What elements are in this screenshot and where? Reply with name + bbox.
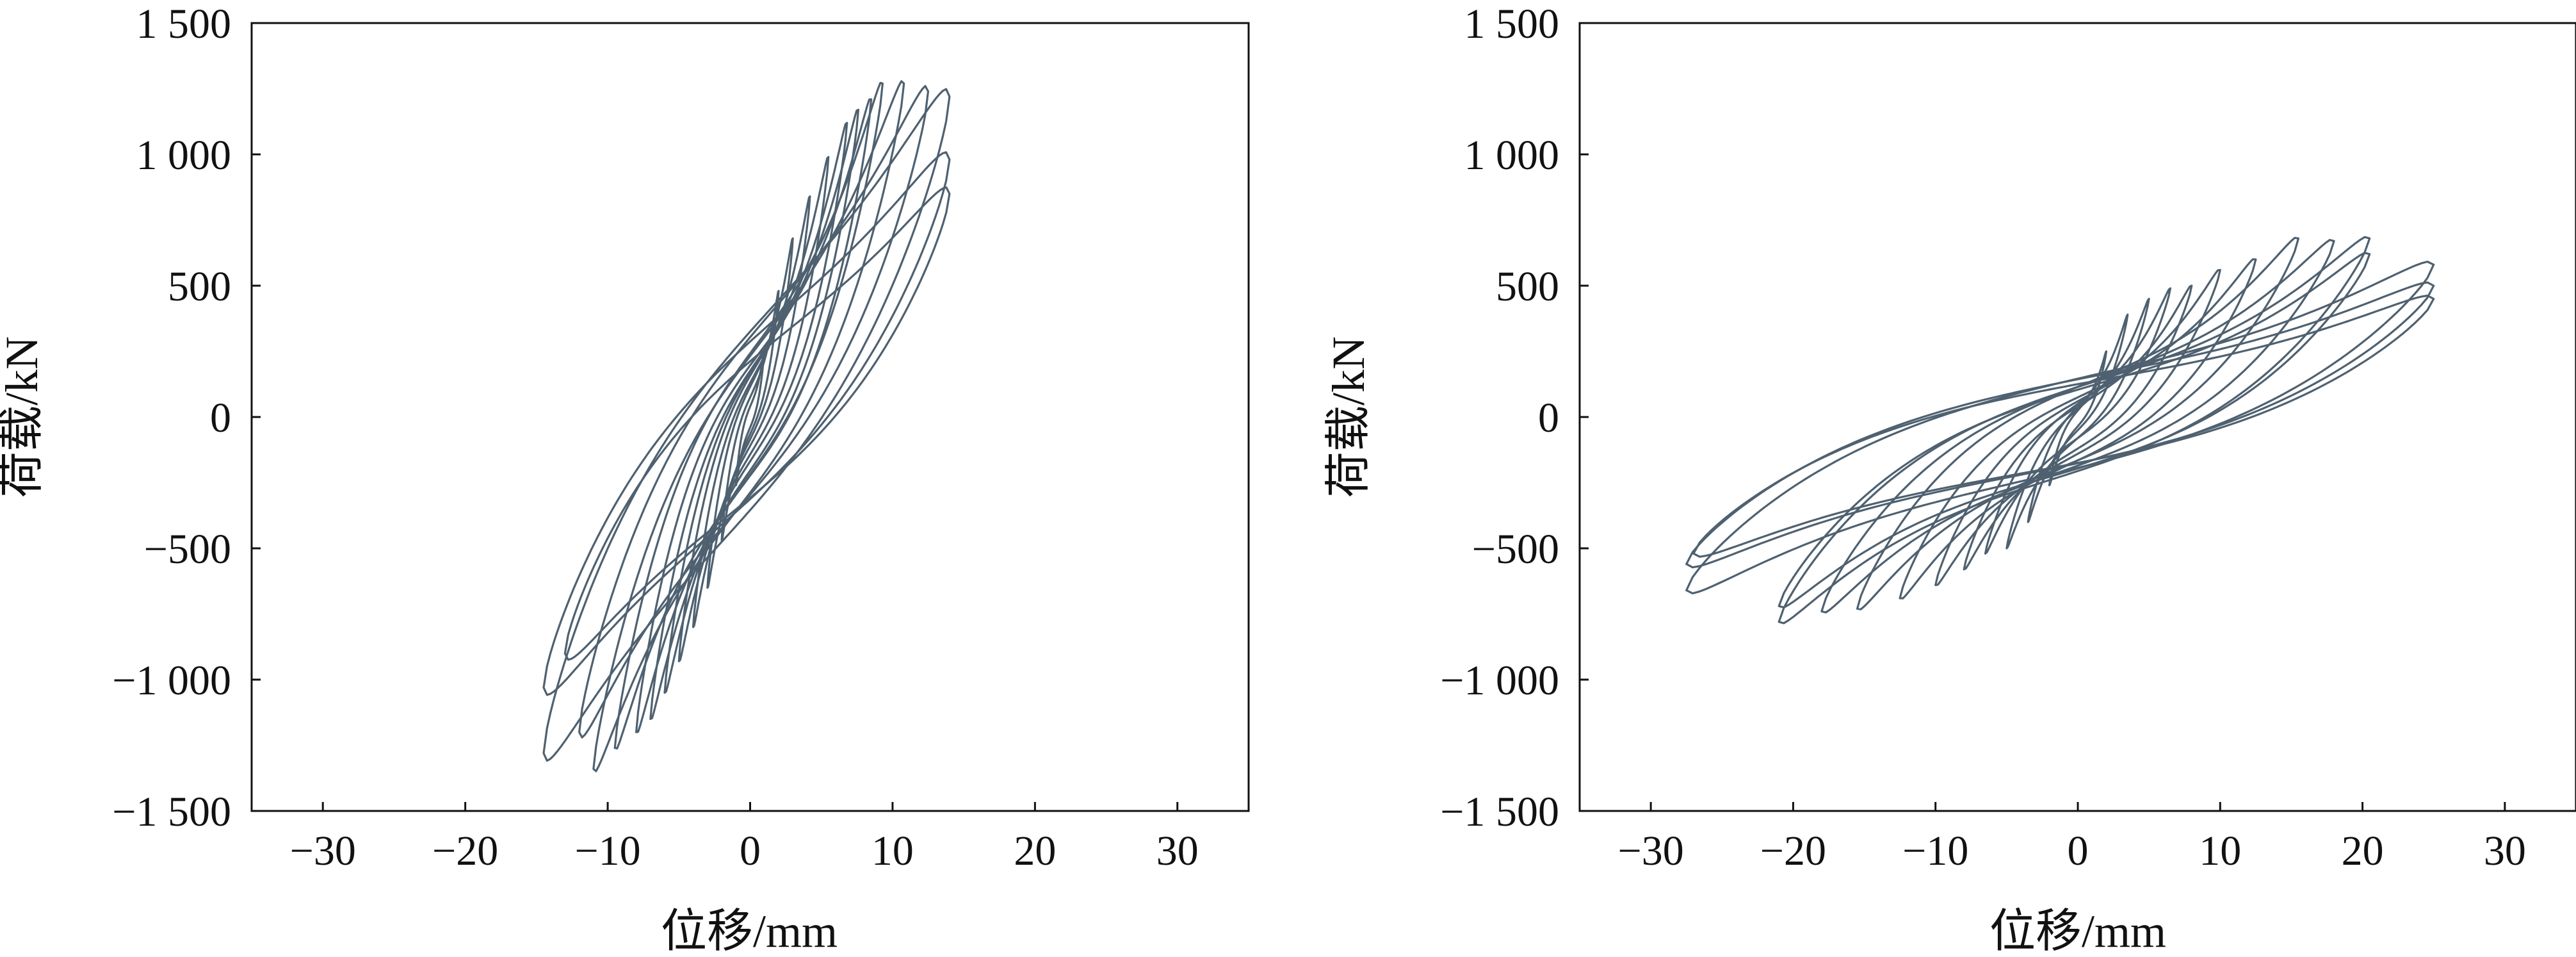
- y-tick-label: 1 500: [136, 1, 232, 47]
- y-tick-label: −1 000: [112, 657, 231, 704]
- hysteresis-loop-9: [1820, 239, 2335, 614]
- x-tick-label: 10: [2199, 828, 2241, 874]
- left-y-axis-label: 荷载/kN: [0, 336, 47, 498]
- hysteresis-loop-14: [563, 186, 951, 661]
- left-hysteresis-curves: [542, 80, 951, 773]
- x-tick-label: −30: [1618, 828, 1684, 874]
- x-tick-label: −20: [432, 828, 498, 874]
- left-x-axis-label: 位移/mm: [661, 906, 838, 957]
- hysteresis-loop-11: [578, 85, 930, 739]
- hysteresis-loop-10: [592, 80, 905, 773]
- hysteresis-loop-12: [1685, 260, 2435, 594]
- left-plot-frame: [250, 22, 1250, 812]
- x-tick-label: −30: [290, 828, 356, 874]
- hysteresis-loop-5: [1963, 284, 2193, 571]
- hysteresis-loop-12: [542, 88, 951, 762]
- x-tick-label: 20: [1014, 828, 1056, 874]
- right-y-axis-label: 荷载/kN: [1323, 336, 1374, 498]
- hysteresis-loop-6: [663, 122, 848, 694]
- x-tick-label: 0: [2068, 828, 2089, 874]
- hysteresis-loop-13: [1685, 281, 2435, 569]
- hysteresis-loop-13: [542, 151, 951, 696]
- x-tick-label: −10: [574, 828, 640, 874]
- y-tick-label: −1 000: [1440, 657, 1559, 704]
- hysteresis-loop-2: [2027, 313, 2129, 523]
- y-tick-label: 500: [168, 263, 231, 310]
- y-tick-label: 0: [210, 395, 231, 441]
- left-chart: −30 −20 −10 0 10 20 30 −1 500 −1 000 −500 0 500 1 0…: [0, 1, 1250, 957]
- hysteresis-loop-4: [1984, 287, 2172, 555]
- x-tick-label: 0: [740, 828, 761, 874]
- x-tick-label: −10: [1902, 828, 1968, 874]
- y-tick-label: −1 500: [1440, 789, 1559, 835]
- x-tick-label: 10: [871, 828, 914, 874]
- left-x-ticks: −30 −20 −10 0 10 20 30: [290, 802, 1199, 874]
- y-tick-label: −1 500: [112, 789, 231, 835]
- right-y-ticks: −1 500 −1 000 −500 0 500 1 000 1 500: [1440, 1, 1589, 835]
- hysteresis-loop-3: [2005, 297, 2150, 550]
- left-y-ticks: −1 500 −1 000 −500 0 500 1 000 1 500: [112, 1, 261, 835]
- hysteresis-loop-9: [613, 81, 884, 750]
- x-tick-label: 20: [2342, 828, 2384, 874]
- x-tick-label: 30: [2484, 828, 2526, 874]
- y-tick-label: 500: [1496, 263, 1559, 310]
- hysteresis-loop-5: [677, 156, 830, 662]
- y-tick-label: −500: [1472, 526, 1559, 573]
- x-tick-label: 30: [1156, 828, 1199, 874]
- right-x-ticks: −30 −20 −10 0 10 20 30: [1618, 802, 2526, 874]
- right-plot-frame: [1578, 22, 2576, 812]
- right-hysteresis-curves: [1685, 236, 2435, 625]
- right-chart: −30 −20 −10 0 10 20 30 −1 500 −1 000 −500 0 500 1 0…: [1323, 1, 2576, 957]
- right-x-axis-label: 位移/mm: [1989, 906, 2166, 957]
- hysteresis-loop-4: [692, 195, 811, 628]
- y-tick-label: 1 000: [1464, 132, 1560, 179]
- y-tick-label: 1 000: [136, 132, 232, 179]
- hysteresis-loop-2: [720, 290, 780, 542]
- hysteresis-loop-3: [706, 237, 794, 589]
- hysteresis-loop-14: [1692, 294, 2435, 558]
- y-tick-label: −500: [144, 526, 231, 573]
- hysteresis-loop-11: [1778, 252, 2371, 609]
- y-tick-label: 0: [1538, 395, 1559, 441]
- y-tick-label: 1 500: [1464, 1, 1560, 47]
- hysteresis-loop-1: [2048, 350, 2108, 487]
- x-tick-label: −20: [1760, 828, 1826, 874]
